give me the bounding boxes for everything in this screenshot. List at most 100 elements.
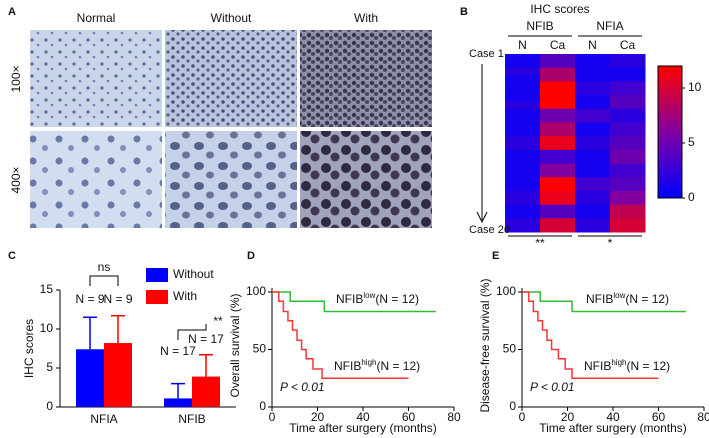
legend-swatch	[146, 290, 168, 304]
bar	[104, 343, 132, 407]
heat-cell	[540, 143, 576, 151]
heat-cell	[540, 225, 576, 233]
heat-cell	[610, 149, 646, 158]
heat-cell	[505, 88, 541, 96]
heat-cell	[540, 149, 576, 158]
heatmap-title: IHC scores	[530, 2, 589, 16]
micrograph	[165, 30, 297, 127]
heat-cell	[540, 81, 576, 89]
heat-cell	[575, 170, 611, 178]
heat-cell	[610, 184, 646, 192]
micrograph	[165, 131, 297, 228]
column-header: Without	[211, 11, 252, 25]
heat-cell	[505, 74, 541, 82]
heat-cell	[610, 115, 646, 123]
heat-cell	[505, 67, 541, 76]
heat-cell	[575, 204, 611, 212]
heat-cell	[505, 122, 541, 130]
heat-cell	[610, 204, 646, 212]
label-suffix: (N = 12)	[625, 292, 669, 306]
heat-cell	[540, 122, 576, 130]
column-label: N	[588, 38, 597, 52]
heat-cell	[505, 184, 541, 192]
heat-cell	[575, 218, 611, 226]
heat-cell	[575, 136, 611, 144]
colorbar-tick-label: 10	[688, 80, 702, 94]
legend-label: With	[173, 289, 197, 303]
row-header: 100×	[9, 65, 23, 92]
heat-cell	[505, 211, 541, 219]
heat-cell	[575, 67, 611, 76]
heat-cell	[505, 204, 541, 212]
heat-cell	[540, 211, 576, 219]
heat-cell	[575, 149, 611, 158]
heat-cell	[540, 163, 576, 171]
y-axis-label: IHC scores	[22, 319, 36, 378]
heat-cell	[540, 74, 576, 82]
y-tick-label: 0	[259, 399, 266, 413]
x-tick-label: 80	[697, 410, 709, 424]
panel-letter: D	[247, 250, 255, 262]
sample-label: N = 9	[75, 292, 104, 306]
x-tick-label: 40	[606, 410, 620, 424]
column-label: Ca	[620, 38, 636, 52]
heat-cell	[575, 122, 611, 130]
x-tick-label: 0	[519, 410, 526, 424]
survival-curve	[522, 291, 686, 313]
heat-cell	[575, 156, 611, 165]
sample-label: N = 17	[160, 344, 196, 358]
panel-letter: E	[492, 250, 499, 262]
heat-cell	[575, 95, 611, 103]
heat-cell	[540, 88, 576, 96]
label-base: NFIB	[586, 292, 613, 306]
heat-cell	[540, 204, 576, 212]
heat-cell	[505, 177, 541, 185]
heat-cell	[505, 54, 541, 62]
heat-cell	[610, 156, 646, 165]
heat-cell	[610, 74, 646, 82]
heat-cell	[610, 129, 646, 137]
heat-cell	[505, 143, 541, 151]
heat-cell	[540, 54, 576, 62]
label-sup: high	[361, 358, 376, 367]
heat-cell	[575, 225, 611, 233]
heat-cell	[575, 115, 611, 123]
heat-cell	[610, 101, 646, 110]
heat-cell	[505, 163, 541, 171]
heat-cell	[575, 163, 611, 171]
error-bar	[111, 314, 125, 344]
heat-cell	[505, 95, 541, 103]
x-tick-label: 60	[402, 410, 416, 424]
label-sup: high	[611, 358, 626, 367]
heat-cell	[610, 108, 646, 117]
heat-cell	[505, 136, 541, 144]
label-suffix: (N = 12)	[376, 359, 420, 373]
heat-cell	[610, 95, 646, 103]
heat-cell	[610, 81, 646, 89]
heat-cell	[540, 170, 576, 178]
column-label: N	[518, 38, 527, 52]
y-tick-label: 50	[253, 342, 267, 356]
heat-cell	[505, 197, 541, 206]
error-bar	[171, 382, 185, 399]
heat-cell	[575, 129, 611, 137]
heat-cell	[610, 163, 646, 171]
bracket	[177, 324, 207, 340]
heat-cell	[575, 197, 611, 206]
p-value: P < 0.01	[280, 380, 325, 394]
heat-cell	[540, 197, 576, 206]
heat-cell	[505, 149, 541, 158]
y-axis-label: Disease-free survival (%)	[478, 278, 492, 412]
y-tick-label: 100	[246, 284, 266, 298]
bracket	[89, 275, 119, 286]
curve-label: NFIBhigh(N = 12)	[334, 358, 420, 373]
heat-cell	[540, 115, 576, 123]
heat-cell	[575, 74, 611, 82]
label-base: NFIB	[584, 359, 611, 373]
survival-curve	[522, 291, 659, 379]
heat-cell	[540, 156, 576, 165]
heat-cell	[575, 177, 611, 185]
heat-cell	[575, 88, 611, 96]
x-axis-label: Time after surgery (months)	[539, 421, 687, 435]
